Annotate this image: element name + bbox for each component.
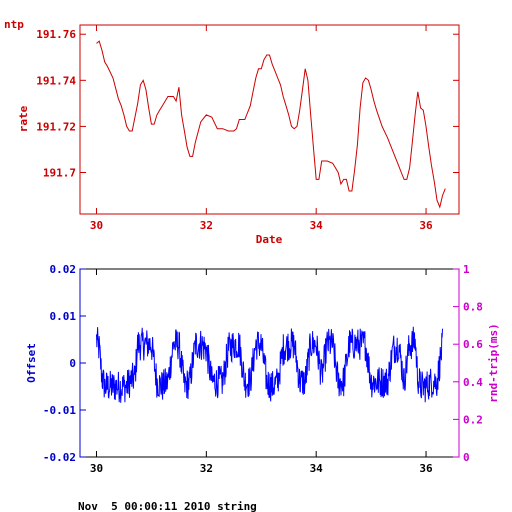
offset-y-tick-label: 0.01 <box>50 310 77 323</box>
rate-series-line <box>96 40 446 209</box>
rtt-y-axis-label: rnd-trip(ms) <box>487 323 500 402</box>
offset-y-tick-label: 0 <box>69 357 76 370</box>
offset-y-tick-label: -0.02 <box>43 451 76 464</box>
offset-y-tick-label: 0.02 <box>50 263 77 276</box>
rate-x-tick-label: 36 <box>419 219 433 232</box>
rate-y-tick-label: 191.72 <box>36 120 76 133</box>
offset-y-ticks: -0.02 -0.01 0 0.01 0.02 <box>43 263 86 464</box>
offset-x-tick-label: 36 <box>419 462 433 475</box>
rtt-y-tick-label: 0.6 <box>463 338 483 351</box>
rate-chart: 191.7 191.72 191.74 191.76 30 32 34 36 <box>36 24 460 232</box>
rate-x-tick-label: 30 <box>90 219 103 232</box>
offset-x-tick-label: 34 <box>310 462 324 475</box>
rate-y-ticks: 191.7 191.72 191.74 191.76 <box>36 28 459 180</box>
rate-y-tick-label: 191.76 <box>36 28 76 41</box>
offset-x-tick-label: 32 <box>200 462 213 475</box>
rate-x-ticks: 30 32 34 36 <box>90 25 433 232</box>
rtt-y-tick-label: 0.4 <box>463 376 483 389</box>
offset-series-line <box>96 326 443 403</box>
rtt-y-ticks: 0 0.2 0.4 0.6 0.8 1 <box>453 263 483 464</box>
rate-x-tick-label: 32 <box>200 219 213 232</box>
rate-y-tick-label: 191.7 <box>43 167 76 180</box>
rtt-y-tick-label: 0.2 <box>463 413 483 426</box>
rtt-y-tick-label: 0 <box>463 451 470 464</box>
offset-x-ticks: 30 32 34 36 <box>90 269 433 475</box>
rate-y-axis-label: rate <box>17 105 30 132</box>
corner-label: ntp <box>4 18 24 31</box>
offset-x-tick-label: 30 <box>90 462 103 475</box>
rate-x-axis-label: Date <box>256 233 283 246</box>
offset-y-axis-label: Offset <box>25 343 38 383</box>
footer-timestamp: Nov 5 00:00:11 2010 string <box>78 500 257 512</box>
rate-y-tick-label: 191.74 <box>36 74 76 87</box>
rtt-y-tick-label: 0.8 <box>463 301 483 314</box>
rate-chart-frame <box>79 24 460 215</box>
rate-x-tick-label: 34 <box>310 219 324 232</box>
rtt-y-tick-label: 1 <box>463 263 470 276</box>
offset-y-tick-label: -0.01 <box>43 404 76 417</box>
